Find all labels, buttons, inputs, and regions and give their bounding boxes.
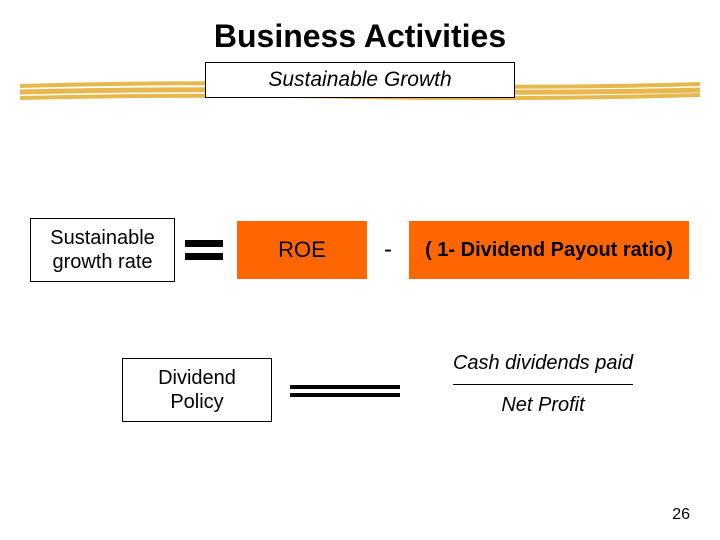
page-title: Business Activities (0, 0, 720, 55)
subtitle-box: Sustainable Growth (205, 62, 515, 98)
dividend-fraction: Cash dividends paid Net Profit (418, 352, 668, 417)
roe-label: ROE (278, 237, 326, 263)
payout-label: ( 1- Dividend Payout ratio) (425, 239, 673, 262)
fraction-numerator: Cash dividends paid (418, 352, 668, 379)
minus-sign: - (367, 236, 409, 264)
long-equals-icon (290, 384, 400, 398)
dividend-line1: Dividend (158, 366, 236, 390)
equation-row: Sustainable growth rate ROE - ( 1- Divid… (30, 218, 690, 282)
equals-icon (185, 235, 223, 265)
dividend-line2: Policy (170, 390, 223, 414)
sgr-line1: Sustainable (50, 226, 155, 250)
dividend-policy-box: Dividend Policy (122, 358, 272, 422)
subtitle-text: Sustainable Growth (268, 68, 451, 92)
fraction-denominator: Net Profit (418, 390, 668, 417)
roe-box: ROE (237, 221, 367, 279)
sgr-line2: growth rate (52, 250, 152, 274)
sgr-box: Sustainable growth rate (30, 218, 175, 282)
fraction-line (453, 384, 633, 385)
page-number: 26 (672, 506, 690, 524)
payout-box: ( 1- Dividend Payout ratio) (409, 221, 689, 279)
